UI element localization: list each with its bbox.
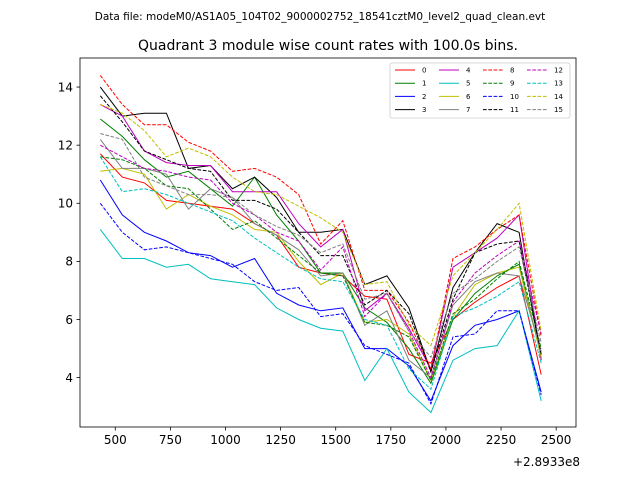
legend-label-0: 0 [422, 67, 426, 75]
y-tick-label: 12 [58, 138, 73, 152]
legend-label-8: 8 [510, 67, 514, 75]
plot-area: 500 750 1000 1250 1500 1750 2000 2250 2500468101… [58, 57, 577, 447]
series-line-9 [100, 156, 542, 382]
series-line-13 [99, 156, 542, 391]
legend-label-3: 3 [422, 106, 426, 114]
series-line-3 [99, 86, 542, 374]
series-line-1 [99, 118, 542, 385]
y-tick-label: 4 [65, 371, 73, 385]
legend-label-15: 15 [554, 106, 563, 114]
series-line-7 [99, 139, 542, 379]
series-line-12 [100, 144, 542, 380]
legend-label-1: 1 [422, 80, 426, 88]
legend-label-11: 11 [510, 106, 519, 114]
y-tick-label: 14 [58, 80, 73, 94]
series-line-5 [99, 229, 542, 414]
series-line-14 [100, 104, 542, 347]
legend-label-12: 12 [554, 67, 563, 75]
x-tick-label: 1500 [320, 433, 351, 447]
y-tick-label: 8 [65, 255, 73, 269]
legend-label-4: 4 [466, 67, 471, 75]
legend-label-13: 13 [554, 80, 563, 88]
series-line-2 [99, 179, 542, 402]
figure-suptitle: Data file: modeM0/AS1A05_104T02_90000027… [95, 11, 546, 23]
x-tick-label: 500 [104, 433, 127, 447]
y-tick-label: 10 [58, 197, 73, 211]
series-line-6 [100, 167, 542, 382]
series-line-10 [99, 202, 542, 406]
chart-title: Quadrant 3 module wise count rates with … [138, 38, 518, 54]
axes-frame [79, 57, 577, 428]
series-line-0 [99, 153, 542, 375]
x-tick-label: 1000 [210, 433, 241, 447]
series-line-15 [100, 133, 542, 359]
y-tick-label: 6 [65, 313, 73, 327]
x-tick-label: 2250 [486, 433, 517, 447]
x-tick-label: 2500 [541, 433, 572, 447]
legend-label-6: 6 [466, 93, 471, 101]
legend-label-2: 2 [422, 93, 426, 101]
legend-label-14: 14 [554, 93, 563, 101]
legend-label-7: 7 [466, 106, 470, 114]
legend-frame [389, 62, 571, 119]
x-tick-label: 750 [159, 433, 182, 447]
series-line-11 [99, 95, 542, 374]
series-line-4 [100, 104, 542, 371]
legend-label-5: 5 [466, 80, 470, 88]
legend-label-9: 9 [510, 80, 514, 88]
x-tick-label: 1750 [376, 433, 407, 447]
series-line-8 [99, 75, 542, 371]
x-axis-offset-label: +2.8933e8 [513, 455, 580, 469]
x-tick-label: 1250 [265, 433, 296, 447]
x-tick-label: 2000 [431, 433, 462, 447]
legend-label-10: 10 [510, 93, 519, 101]
